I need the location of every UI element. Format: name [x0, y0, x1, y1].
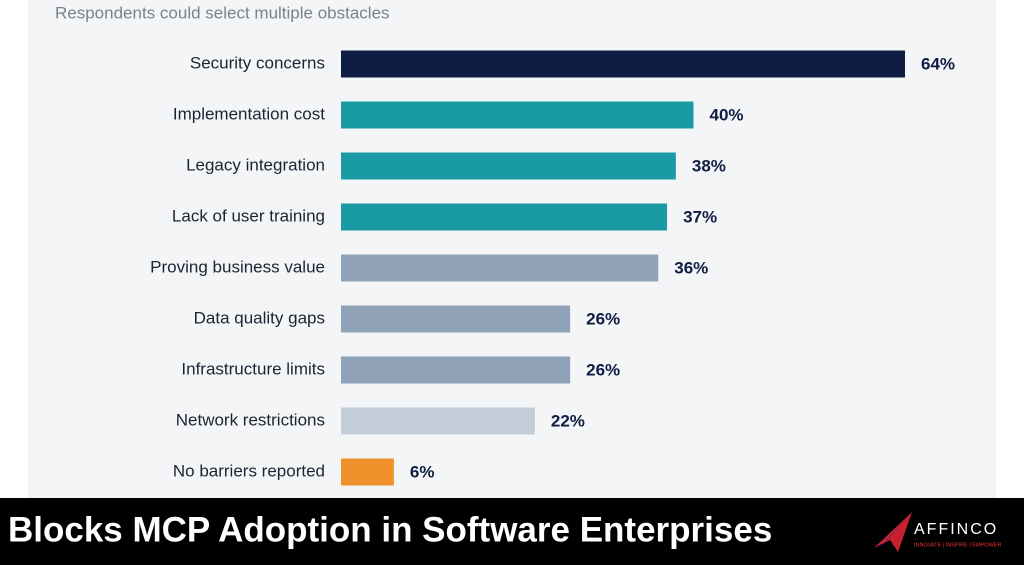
category-label: Lack of user training [172, 206, 325, 225]
bar [341, 356, 571, 384]
value-label: 38% [692, 156, 726, 175]
category-label: Implementation cost [173, 104, 325, 123]
logo-tagline: INNOVATE | INSPIRE | EMPOWER [914, 542, 1001, 548]
bar [341, 254, 659, 282]
value-label: 26% [586, 360, 620, 379]
logo-icon [874, 512, 912, 552]
banner [0, 498, 1024, 565]
bar [341, 152, 676, 180]
category-label: Legacy integration [186, 155, 325, 174]
banner-title: Blocks MCP Adoption in Software Enterpri… [8, 510, 772, 549]
category-label: Proving business value [150, 257, 325, 276]
bar [341, 50, 905, 78]
category-label: Security concerns [190, 53, 325, 72]
bar [341, 407, 535, 435]
value-label: 64% [921, 54, 955, 73]
bar [341, 101, 694, 129]
value-label: 22% [551, 411, 585, 430]
value-label: 37% [683, 207, 717, 226]
category-label: Infrastructure limits [181, 359, 325, 378]
bar [341, 305, 571, 333]
value-label: 6% [410, 462, 435, 481]
bar [341, 458, 394, 486]
chart-subtitle: Respondents could select multiple obstac… [55, 3, 390, 22]
bar [341, 203, 668, 231]
value-label: 40% [710, 105, 744, 124]
value-label: 26% [586, 309, 620, 328]
bar-group: Security concerns 64% Implementation cost 4… [150, 50, 955, 486]
logo-text: AFFINCO [914, 521, 998, 538]
category-label: Data quality gaps [194, 308, 325, 327]
value-label: 36% [674, 258, 708, 277]
category-label: Network restrictions [176, 410, 325, 429]
category-label: No barriers reported [173, 461, 325, 480]
